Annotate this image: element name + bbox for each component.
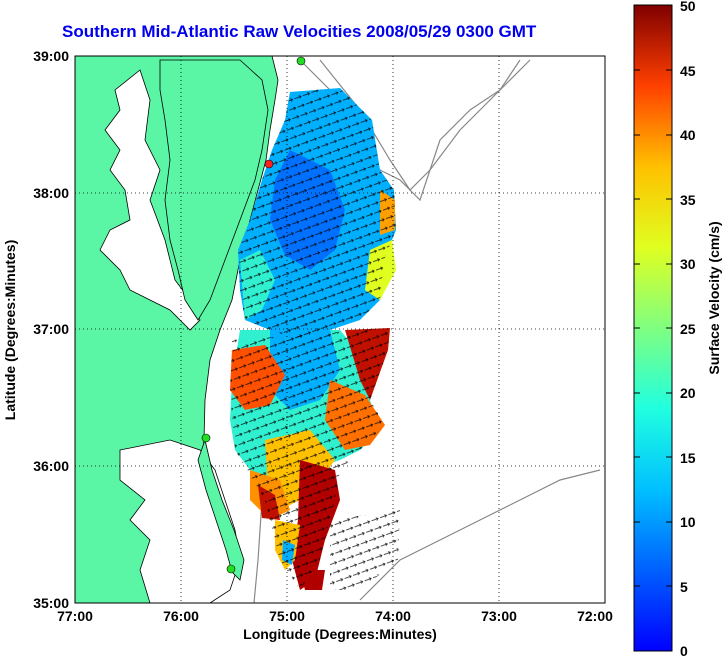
colorbar-tick-label: 5 [680,579,688,595]
station-markers [201,56,306,574]
station-marker-alert [264,159,274,169]
outer-banks [197,438,245,581]
page-title: Southern Mid-Atlantic Raw Velocities 200… [62,22,537,41]
y-tick-label: 36:00 [33,458,69,474]
colorbar-tick-label: 50 [680,0,696,14]
colorbar-tick-label: 45 [680,63,696,79]
x-tick-label: 76:00 [163,608,199,624]
x-tick-label: 75:00 [269,608,305,624]
velocity-vectors [230,88,400,590]
y-tick-label: 38:00 [33,185,69,201]
station-marker [296,56,306,66]
x-tick-label: 74:00 [375,608,411,624]
chesapeake-bay [99,69,201,331]
x-tick-label: 73:00 [481,608,517,624]
colorbar-tick-labels: 50 45 40 35 30 25 20 15 10 5 0 [680,0,696,659]
colorbar-tick-label: 25 [680,321,696,337]
delmarva-peninsula [159,59,269,321]
plot-frame [74,55,606,604]
colorbar-ticks [634,69,672,587]
x-tick-label: 77:00 [57,608,93,624]
grid-lines [75,56,605,603]
x-tick-label: 72:00 [577,608,613,624]
colorbar-tick-label: 0 [680,643,688,659]
y-tick-label: 35:00 [33,595,69,611]
colorbar-tick-label: 15 [680,450,696,466]
x-axis-title: Longitude (Degrees:Minutes) [243,626,437,642]
y-tick-labels: 39:00 38:00 37:00 36:00 35:00 [33,48,69,611]
colorbar-tick-label: 30 [680,256,696,272]
colorbar-tick-label: 20 [680,385,696,401]
station-marker [201,433,211,443]
colorbar-tick-label: 40 [680,127,696,143]
colorbar-tick-label: 35 [680,192,696,208]
colorbar-title: Surface Velocity (cm/s) [706,221,722,374]
station-marker [226,564,236,574]
colorbar-tick-label: 10 [680,514,696,530]
y-tick-label: 39:00 [33,48,69,64]
y-axis-title: Latitude (Degrees:Minutes) [2,240,18,420]
x-tick-labels: 77:00 76:00 75:00 74:00 73:00 72:00 [57,608,613,624]
y-tick-label: 37:00 [33,321,69,337]
